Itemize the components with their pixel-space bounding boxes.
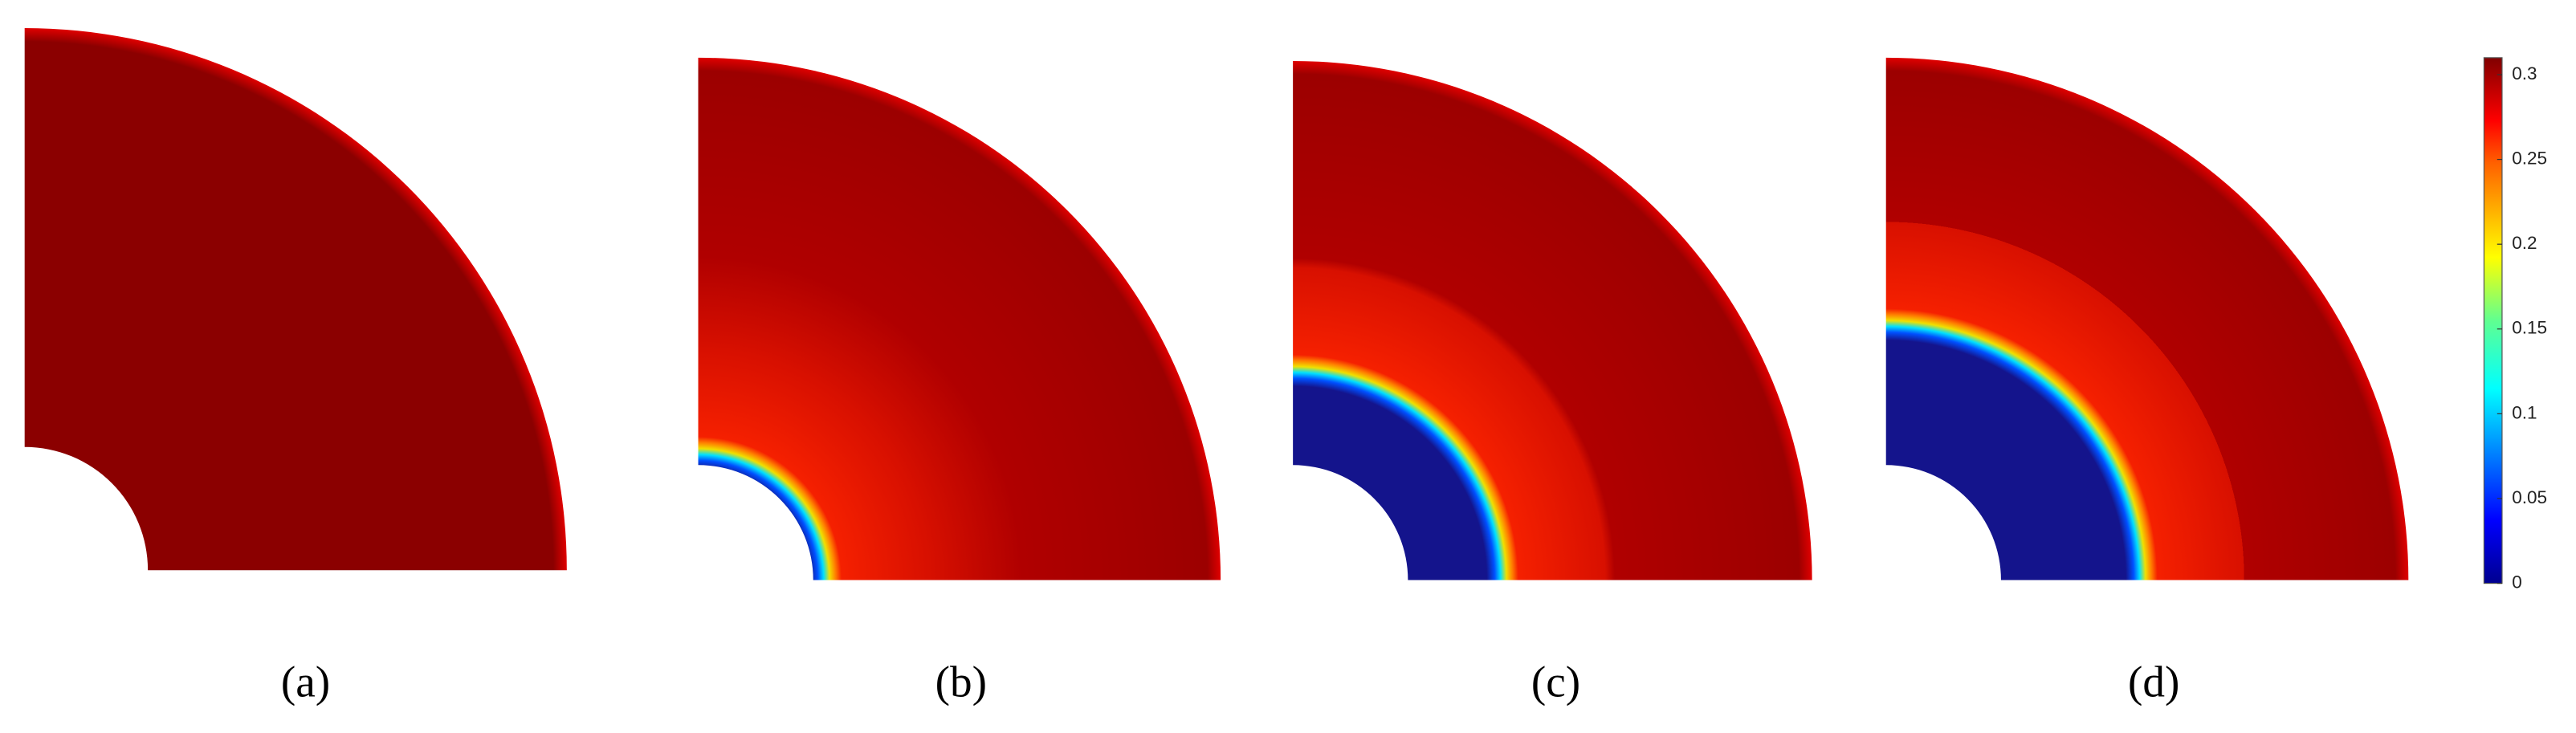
panel-label: (d) bbox=[2128, 658, 2179, 707]
panel-label: (c) bbox=[1531, 658, 1580, 707]
colorbar-tick-label: 0.1 bbox=[2512, 402, 2537, 422]
panel-label: (a) bbox=[281, 658, 330, 707]
colorbar bbox=[2483, 57, 2503, 584]
contour-panel bbox=[1293, 60, 1812, 580]
contour-panel bbox=[1885, 57, 2409, 580]
colorbar-tick-label: 0.25 bbox=[2512, 149, 2547, 169]
colorbar-tick-label: 0.05 bbox=[2512, 487, 2547, 507]
colorbar-tick-label: 0.2 bbox=[2512, 233, 2537, 253]
contour-panel bbox=[24, 28, 567, 571]
contour-panel bbox=[698, 57, 1221, 580]
colorbar-tick-label: 0.15 bbox=[2512, 318, 2547, 338]
colorbar-tick-label: 0.3 bbox=[2512, 63, 2537, 83]
panel-label: (b) bbox=[935, 658, 987, 707]
colorbar-tick-label: 0 bbox=[2512, 572, 2522, 592]
